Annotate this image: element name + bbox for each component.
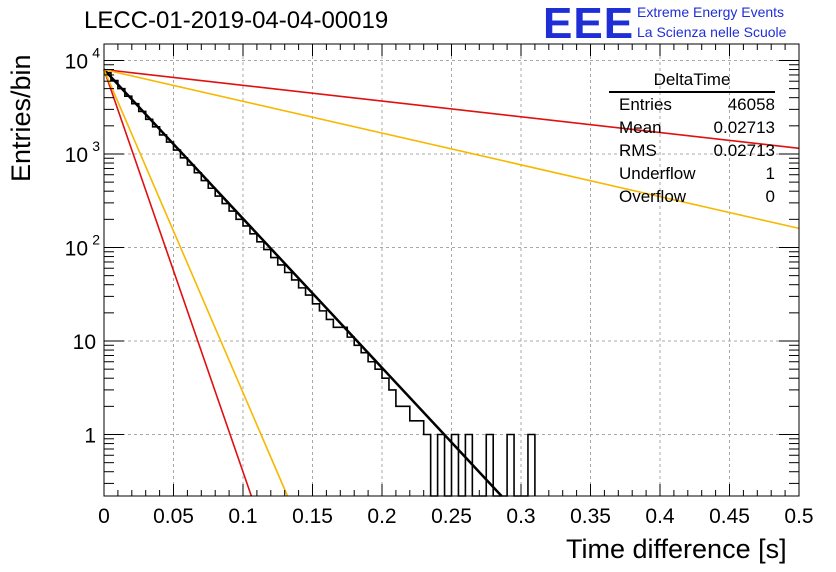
y-tick-label: 10	[65, 144, 88, 167]
stats-row-mean: Mean 0.02713	[609, 116, 775, 139]
histogram-layer	[104, 71, 536, 497]
y-tick-exponent: 4	[92, 44, 100, 60]
logo-text-line2: La Scienza nelle Scuole	[637, 24, 787, 40]
y-tick-exponent: 3	[92, 138, 100, 154]
x-axis-label: Time difference [s]	[566, 534, 787, 564]
stats-title: DeltaTime	[609, 70, 775, 93]
stats-label: Overflow	[619, 187, 687, 206]
stats-row-rms: RMS 0.02713	[609, 139, 775, 162]
series-line-2	[103, 69, 289, 497]
y-tick-label: 10	[65, 50, 88, 73]
stats-value: 0.02713	[713, 141, 775, 160]
x-tick-label: 0.35	[570, 505, 611, 528]
grid	[104, 44, 799, 496]
ticks	[103, 44, 800, 496]
stats-value: 46058	[727, 95, 775, 114]
x-tick-label: 0	[98, 505, 110, 528]
y-tick-label: 10	[73, 331, 96, 354]
x-tick-label: 0.2	[367, 505, 396, 528]
y-tick-label: 1	[84, 425, 96, 448]
stats-row-overflow: Overflow 0	[609, 185, 775, 208]
x-tick-label: 0.05	[153, 505, 194, 528]
fit-lines-layer	[103, 68, 800, 497]
eee-logo: EEE	[543, 0, 635, 48]
x-tick-label: 0.3	[506, 505, 535, 528]
x-tick-label: 0.45	[709, 505, 750, 528]
series-line-0	[103, 68, 503, 497]
stats-row-underflow: Underflow 1	[609, 162, 775, 185]
stats-value: 0	[765, 187, 775, 206]
stats-label: RMS	[619, 141, 657, 160]
stats-value: 1	[765, 164, 775, 183]
x-tick-label: 0.5	[784, 505, 813, 528]
series-line-4	[103, 68, 800, 230]
stats-row-entries: Entries 46058	[609, 93, 775, 116]
stats-label: Mean	[619, 118, 662, 137]
logo-text-line1: Extreme Energy Events	[637, 4, 785, 20]
stats-label: Entries	[619, 95, 672, 114]
x-tick-label: 0.15	[292, 505, 333, 528]
stats-box: DeltaTime Entries 46058 Mean 0.02713 RMS…	[609, 70, 775, 208]
series-line-3	[103, 68, 800, 150]
y-tick-label: 10	[65, 237, 88, 260]
y-tick-exponent: 2	[92, 231, 100, 247]
histogram-outline	[104, 71, 536, 497]
stats-label: Underflow	[619, 164, 696, 183]
chart-title: LECC-01-2019-04-04-00019	[84, 7, 389, 34]
x-tick-label: 0.4	[645, 505, 675, 528]
x-tick-label: 0.25	[431, 505, 472, 528]
stats-value: 0.02713	[713, 118, 775, 137]
series-line-1	[103, 69, 253, 497]
y-axis-label: Entries/bin	[6, 54, 36, 182]
x-tick-labels: 0 0.05 0.1 0.15 0.2 0.25 0.3 0.35 0.4 0.45 0.5	[98, 505, 813, 528]
x-tick-label: 0.1	[228, 505, 257, 528]
